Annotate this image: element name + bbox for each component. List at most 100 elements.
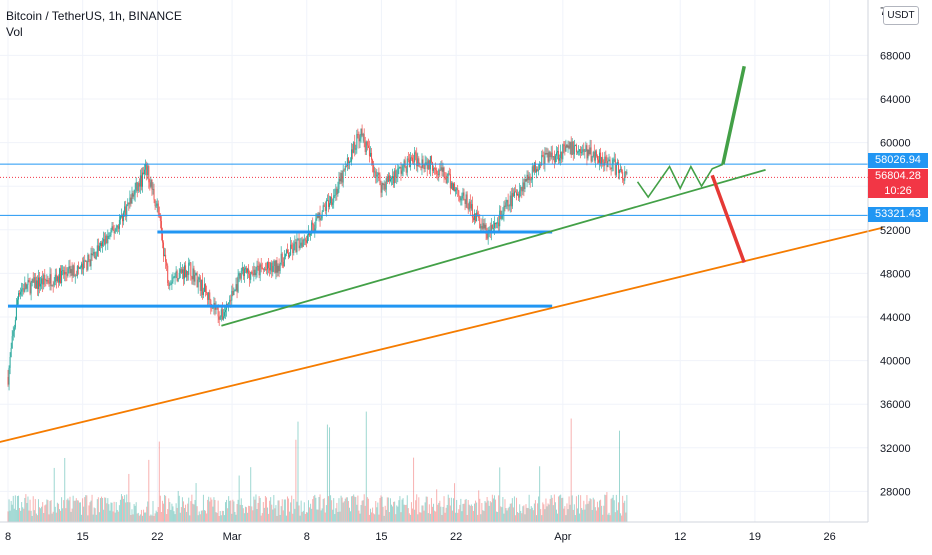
candle-body (424, 162, 426, 169)
candle-body (257, 265, 259, 267)
volume-bar (109, 510, 111, 522)
volume-bar (568, 496, 570, 522)
volume-bar (120, 494, 122, 522)
volume-bar (461, 511, 463, 522)
volume-bar (449, 505, 451, 522)
volume-bar (524, 514, 526, 522)
candle-body (448, 173, 450, 175)
volume-bar (236, 504, 238, 522)
candle-body (79, 267, 81, 269)
candle-body (187, 271, 189, 275)
volume-bar (331, 500, 333, 522)
volume-bar (369, 508, 371, 522)
volume-bar (13, 508, 15, 522)
candle-body (273, 261, 275, 267)
volume-bar (457, 512, 459, 522)
candle-body (262, 269, 264, 270)
candle-body (379, 174, 381, 186)
forecast-zigzag[interactable] (636, 163, 724, 199)
volume-bar (310, 503, 312, 522)
volume-bar (182, 501, 184, 522)
candle-body (334, 194, 336, 196)
volume-bar (67, 498, 69, 522)
volume-bar (320, 510, 322, 522)
forecast-paths[interactable] (636, 65, 746, 264)
candle-body (345, 166, 347, 167)
volume-bar (604, 494, 606, 522)
volume-bar (570, 418, 572, 522)
candle-body (252, 273, 254, 275)
volume-bar (159, 495, 161, 522)
volume-bar (456, 499, 458, 522)
volume-bar (517, 512, 519, 522)
candle-body (219, 316, 221, 320)
volume-bar (293, 499, 295, 522)
candle-body (126, 204, 128, 217)
candle-body (106, 235, 108, 244)
candle-body (597, 159, 599, 163)
candle-body (39, 277, 41, 287)
volume-bar (213, 497, 215, 522)
candle-body (590, 147, 592, 162)
candle-body (585, 145, 587, 152)
candle-body (309, 232, 311, 236)
volume-bar (414, 509, 416, 522)
currency-button[interactable]: USDT (883, 6, 919, 25)
bullish-projection-arrow[interactable] (721, 65, 746, 165)
candle-body (160, 221, 162, 234)
volume-bar (282, 510, 284, 522)
time-tick-label: 15 (375, 531, 387, 543)
volume-bar (553, 494, 555, 522)
candle-body (570, 142, 572, 155)
volume-bar (56, 502, 58, 522)
candle-body (190, 262, 192, 277)
orange-trend-line[interactable] (0, 226, 884, 448)
volume-bar (417, 514, 419, 522)
candle-body (77, 265, 79, 269)
volume-bar (220, 515, 222, 522)
volume-bar (246, 507, 248, 522)
candle-body (302, 239, 304, 247)
volume-bar (54, 506, 56, 522)
volume-bar (166, 514, 168, 522)
time-tick-label: Mar (223, 531, 242, 543)
volume-bar (482, 510, 484, 522)
trend-lines[interactable] (0, 168, 884, 448)
volume-bar (534, 500, 536, 522)
candle-body (408, 159, 410, 167)
volume-bar (422, 505, 424, 522)
candle-body (124, 206, 126, 213)
volume-bar (298, 505, 300, 522)
candle-body (476, 212, 478, 222)
bearish-projection-arrow[interactable] (710, 174, 746, 264)
horizontal-levels[interactable] (0, 163, 868, 308)
green-trend-line[interactable] (221, 168, 766, 327)
volume-bar (623, 502, 625, 522)
volume-bar (516, 497, 518, 522)
volume-bar (626, 495, 628, 522)
volume-bar (346, 497, 348, 522)
candle-body (116, 225, 118, 228)
candle-body (393, 176, 395, 184)
symbol-legend: Bitcoin / TetherUS, 1h, BINANCE (6, 9, 182, 23)
candle-body (624, 171, 626, 181)
volume-bar (278, 500, 280, 522)
volume-bar (125, 502, 127, 522)
volume-bar (199, 514, 201, 522)
candle-body (274, 261, 276, 273)
candle-body (198, 277, 200, 280)
candle-body (288, 252, 290, 257)
candle-body (387, 175, 389, 182)
candle-body (564, 146, 566, 152)
candle-body (196, 272, 198, 288)
volume-bar (624, 500, 626, 522)
candle-body (153, 188, 155, 200)
volume-bar (248, 505, 250, 522)
candle-body (359, 138, 361, 142)
candle-body (415, 152, 417, 154)
candle-body (63, 270, 65, 275)
volume-bar (511, 498, 513, 522)
candle-body (93, 252, 95, 254)
